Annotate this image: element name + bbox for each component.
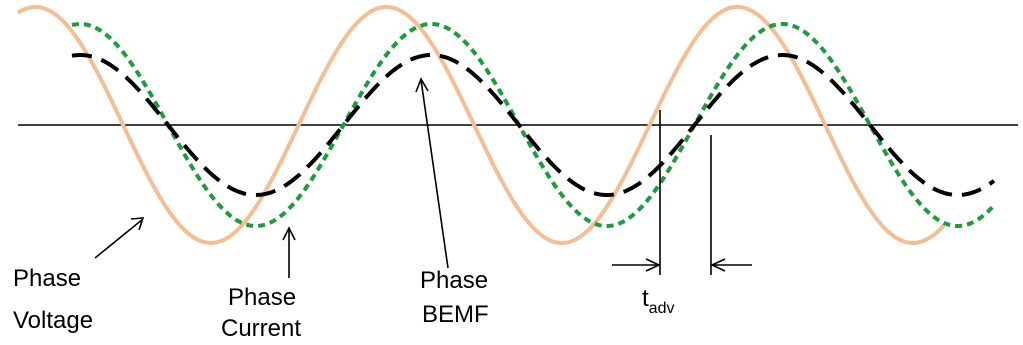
tadv-main: t [642, 285, 649, 312]
voltage-pointer-head [130, 217, 145, 231]
voltage-label-line1: Phase [13, 265, 81, 292]
current-pointer-head [282, 226, 296, 241]
tadv-label: tadv [642, 285, 674, 317]
bemf-pointer-line [420, 79, 449, 269]
bemf-pointer-head [415, 77, 429, 93]
voltage-label-line2: Voltage [13, 307, 93, 334]
voltage-pointer-line [94, 218, 144, 259]
bemf-label-line2: BEMF [422, 301, 489, 328]
current-label-line1: Phase [228, 284, 296, 311]
tadv-left-arrow-head [645, 258, 661, 272]
tadv-subscript: adv [649, 300, 675, 317]
phase-bemf-curve [71, 53, 996, 197]
current-label-line2: Current [221, 315, 301, 342]
tadv-right-arrow-head [710, 258, 726, 272]
bemf-label-line1: Phase [420, 267, 488, 294]
